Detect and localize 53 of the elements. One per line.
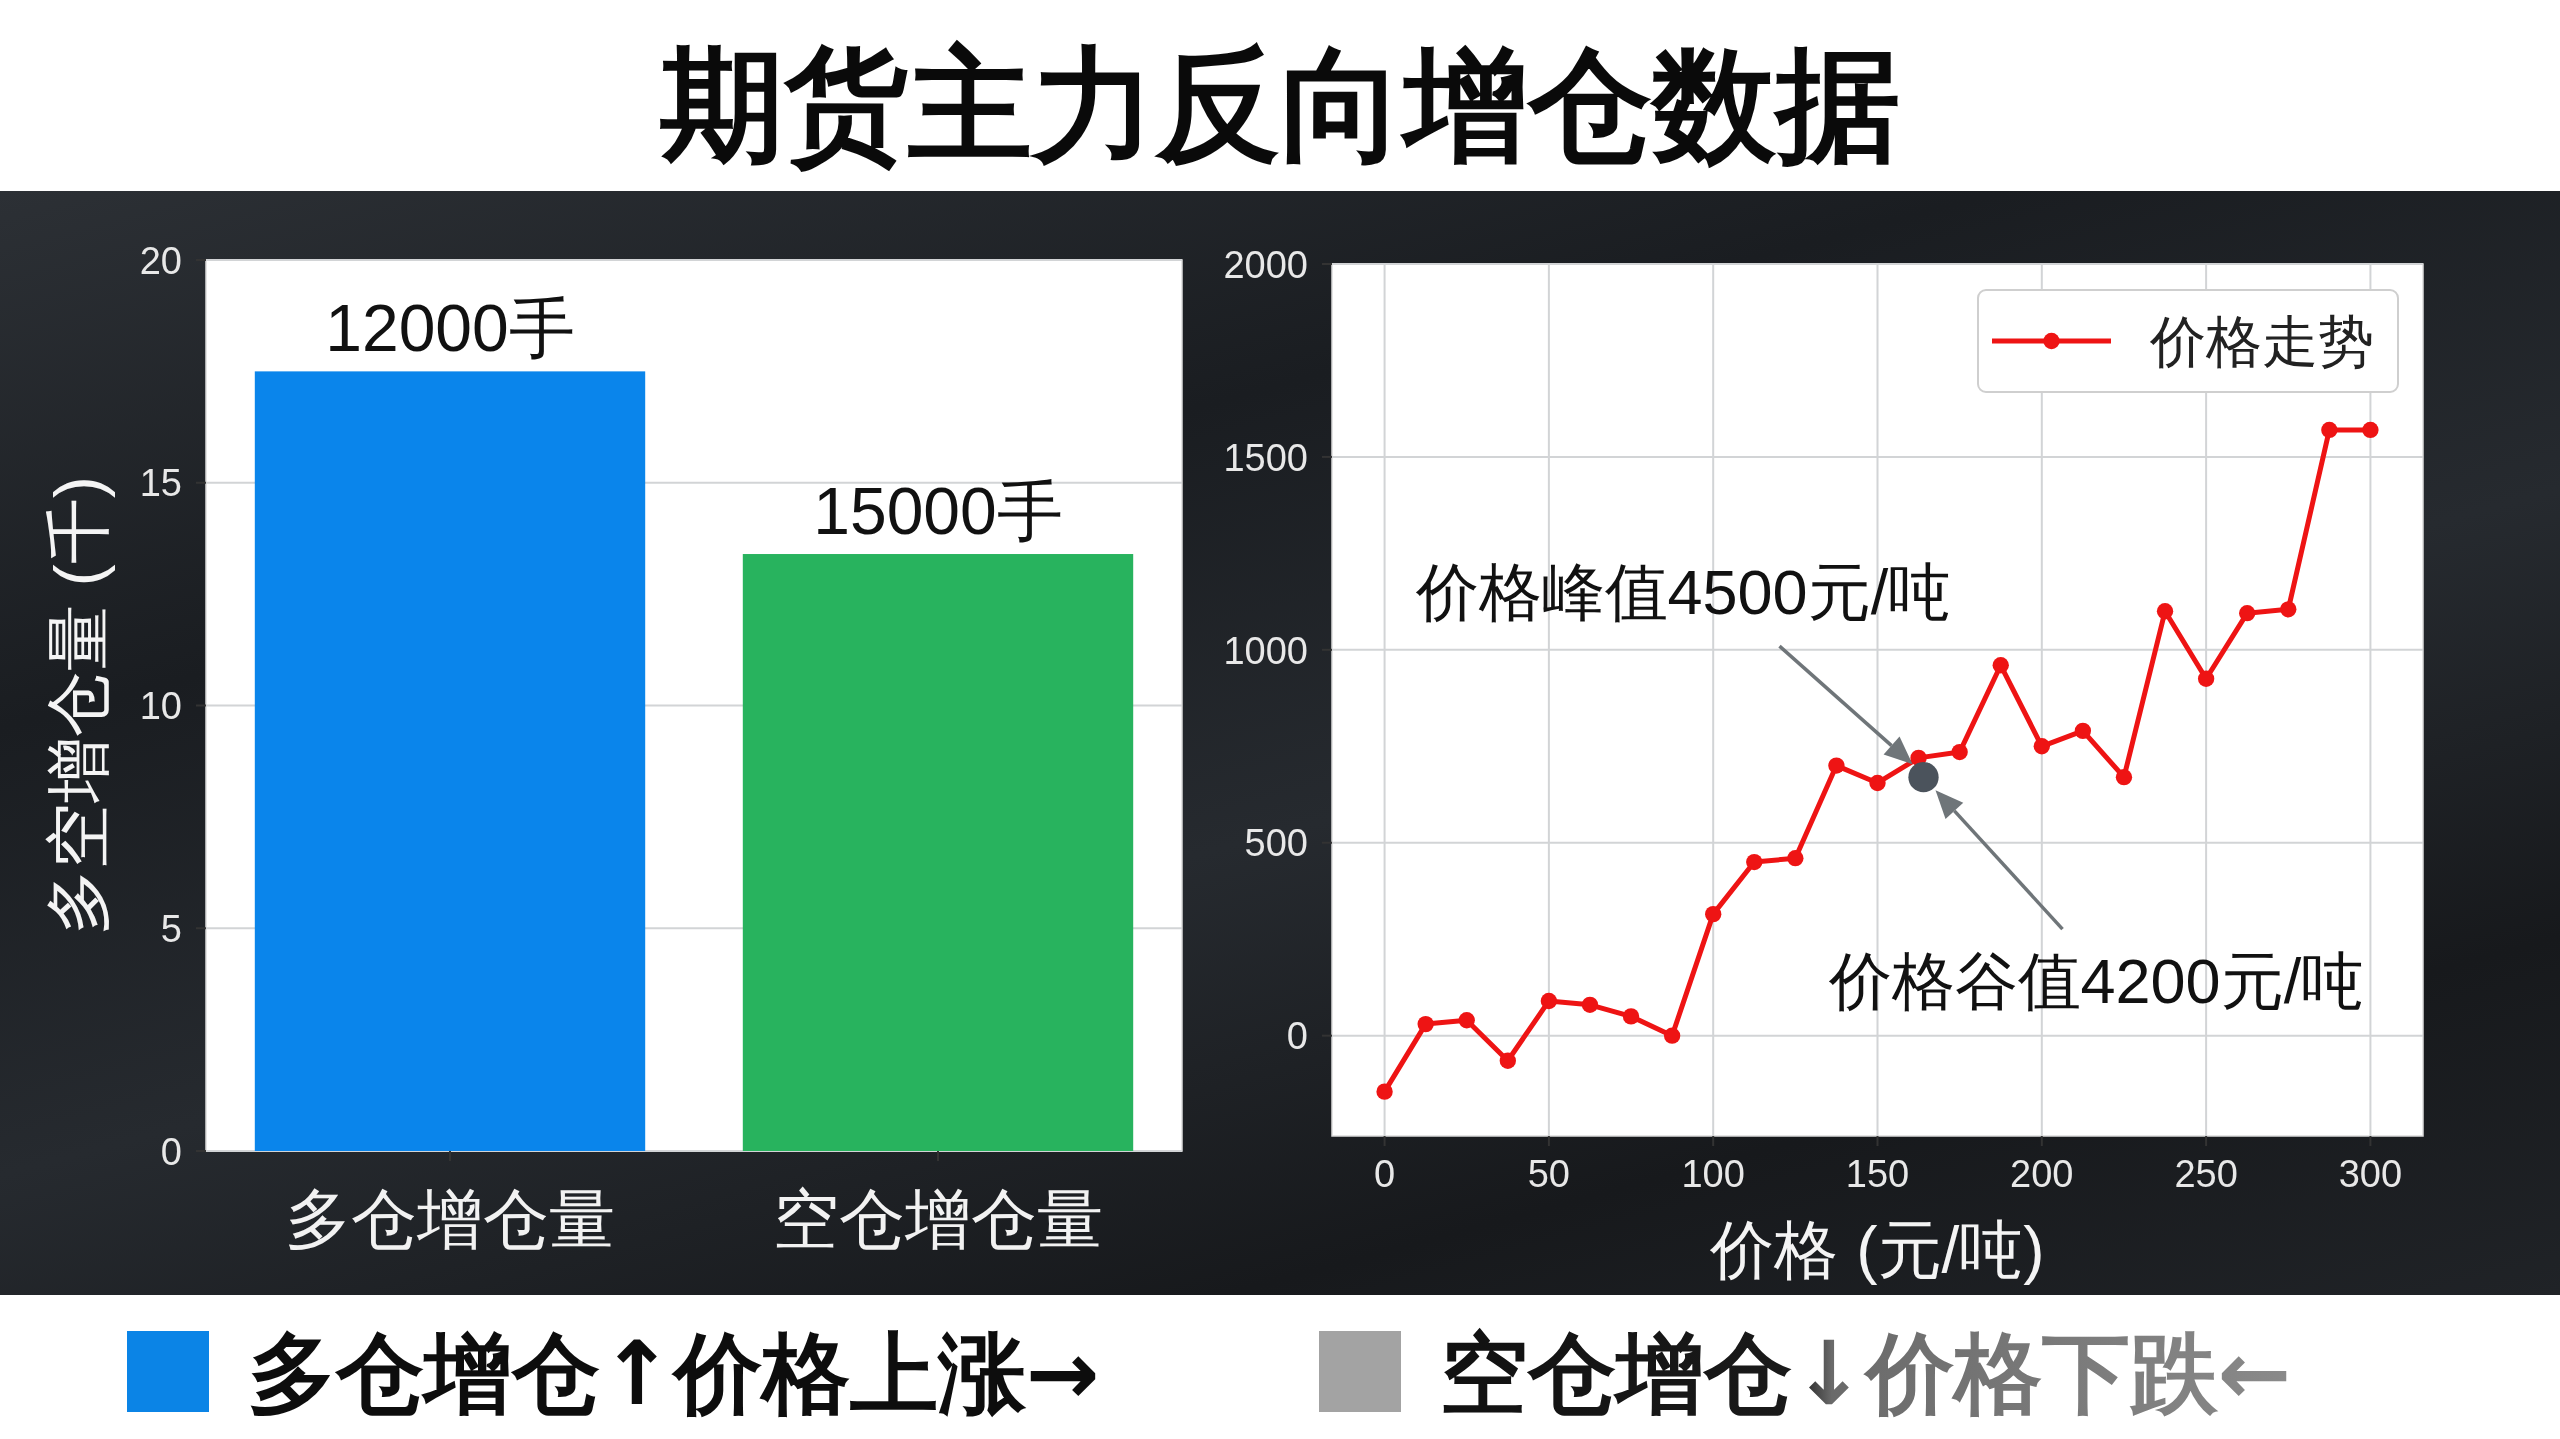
point <box>2321 421 2338 439</box>
x-tick-label: 0 <box>1374 1152 1396 1195</box>
legend-label: 价格走势 <box>2149 310 2374 374</box>
point <box>1951 743 1968 761</box>
annotation: 12000手 <box>325 291 575 366</box>
point <box>1787 850 1804 867</box>
y-axis-title: 多空增仓量 (千) <box>40 476 115 935</box>
annotation: 价格峰值4500元/吨 <box>1414 557 1952 628</box>
text: 多仓增仓↑价格上涨→ <box>248 1321 1100 1425</box>
x-tick-label: 200 <box>2010 1152 2074 1195</box>
x-tick-label: 150 <box>1845 1152 1910 1195</box>
point <box>2197 670 2215 687</box>
y-tick-label: 1500 <box>1223 436 1308 479</box>
y-tick-label: 500 <box>1244 822 1308 865</box>
annotation: 价格谷值4200元/吨 <box>1827 946 2365 1017</box>
point <box>1540 992 1558 1010</box>
y-tick-label: 0 <box>1286 1015 1308 1058</box>
annotation: 15000手 <box>813 474 1063 549</box>
point <box>1746 853 1763 871</box>
y-tick-label: 2000 <box>1223 243 1308 286</box>
point <box>1663 1027 1681 1044</box>
x-tick-label: 多仓增仓量 <box>285 1182 615 1256</box>
y-tick-label: 20 <box>139 239 182 282</box>
point <box>1908 762 1939 793</box>
point <box>1376 1083 1393 1100</box>
point <box>2239 605 2256 622</box>
point <box>2362 421 2379 439</box>
x-tick-label: 250 <box>2174 1152 2238 1195</box>
x-tick-label: 50 <box>1527 1152 1571 1195</box>
x-axis-title: 价格 (元/吨) <box>1709 1214 2045 1286</box>
point <box>2280 601 2297 618</box>
x-tick-label: 空仓增仓量 <box>773 1182 1103 1256</box>
point <box>1458 1012 1475 1029</box>
chart-title: 期货主力反向增仓数据 <box>659 36 1900 174</box>
point <box>1828 757 1845 774</box>
x-tick-label: 100 <box>1681 1152 1745 1195</box>
point <box>2115 769 2133 786</box>
text: 空仓增仓↓价格下跌← <box>1440 1321 2292 1425</box>
point <box>1705 905 1722 923</box>
point <box>1499 1052 1516 1069</box>
point <box>1622 1008 1640 1025</box>
point <box>2156 603 2174 620</box>
y-tick-label: 1000 <box>1223 629 1308 672</box>
point <box>1581 996 1599 1013</box>
y-tick-label: 15 <box>139 462 182 505</box>
y-tick-label: 10 <box>139 685 182 728</box>
point <box>2074 722 2092 740</box>
point <box>1417 1015 1434 1033</box>
y-tick-label: 5 <box>160 907 182 950</box>
point <box>1869 774 1886 792</box>
point <box>1992 657 2009 674</box>
x-tick-label: 300 <box>2338 1152 2403 1195</box>
point <box>2033 738 2050 755</box>
